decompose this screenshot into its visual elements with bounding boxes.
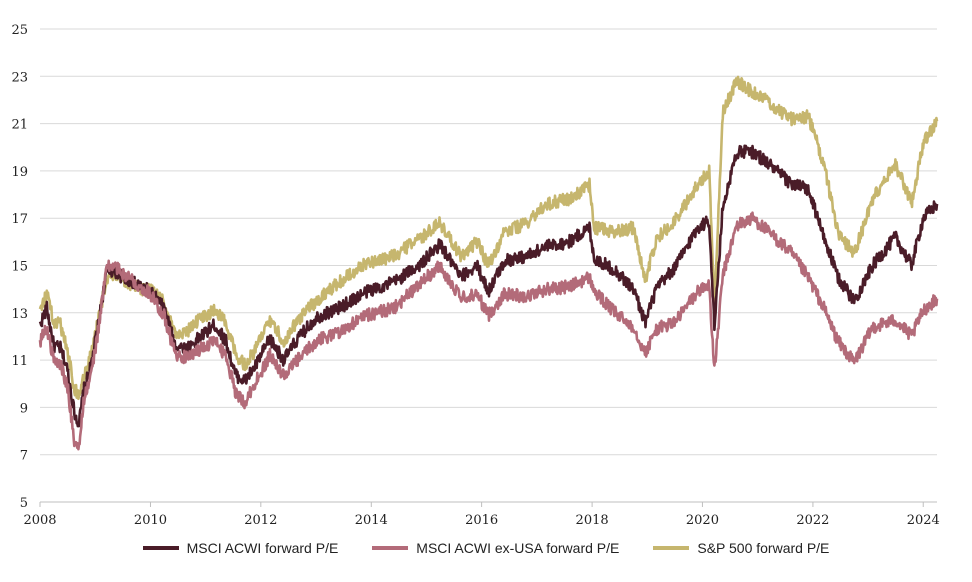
legend-item-sp500: S&P 500 forward P/E <box>653 540 829 556</box>
x-tick-label: 2014 <box>355 513 388 528</box>
legend: MSCI ACWI forward P/E MSCI ACWI ex-USA f… <box>0 540 972 556</box>
x-tick-label: 2010 <box>134 513 167 528</box>
legend-label-msci-acwi-ex-usa: MSCI ACWI ex-USA forward P/E <box>416 540 620 556</box>
x-axis-line <box>39 501 937 507</box>
series-lines <box>38 75 939 451</box>
y-tick-label: 9 <box>20 401 28 416</box>
series-line-0 <box>38 144 939 428</box>
legend-item-msci-acwi-ex-usa: MSCI ACWI ex-USA forward P/E <box>372 540 619 556</box>
legend-swatch-msci-acwi <box>142 546 179 550</box>
y-tick-label: 23 <box>11 70 28 85</box>
y-tick-label: 21 <box>11 118 28 133</box>
series-line-1 <box>38 211 939 451</box>
y-tick-label: 15 <box>11 260 28 275</box>
x-tick-labels: 2008 2010 2012 2014 2016 2018 2020 2022 2024 <box>23 513 939 528</box>
x-tick-label: 2018 <box>576 513 609 528</box>
legend-swatch-msci-acwi-ex-usa <box>372 546 409 550</box>
y-tick-label: 19 <box>11 165 28 180</box>
legend-label-sp500: S&P 500 forward P/E <box>697 540 830 556</box>
y-tick-label: 11 <box>11 354 28 369</box>
x-tick-label: 2008 <box>23 513 56 528</box>
series-line-2 <box>38 75 939 401</box>
y-tick-label: 17 <box>11 212 28 227</box>
legend-swatch-sp500 <box>653 546 690 550</box>
x-tick-label: 2024 <box>907 513 940 528</box>
y-tick-label: 5 <box>20 496 28 511</box>
y-tick-label: 13 <box>11 307 28 322</box>
y-tick-label: 7 <box>20 449 28 464</box>
y-tick-label: 25 <box>11 23 28 38</box>
x-tick-label: 2022 <box>796 513 829 528</box>
x-tick-label: 2020 <box>686 513 719 528</box>
legend-item-msci-acwi: MSCI ACWI forward P/E <box>142 540 339 556</box>
x-tick-label: 2016 <box>465 513 498 528</box>
legend-label-msci-acwi: MSCI ACWI forward P/E <box>186 540 339 556</box>
x-tick-label: 2012 <box>244 513 277 528</box>
y-tick-labels: 5 7 9 11 13 15 17 19 21 23 25 <box>11 23 28 511</box>
